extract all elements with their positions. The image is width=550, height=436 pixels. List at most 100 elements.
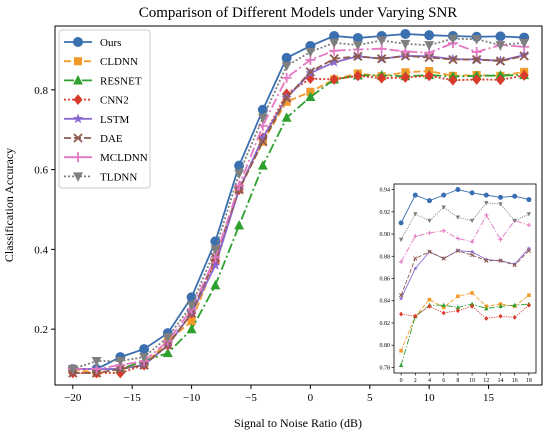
inset-series-ours <box>398 187 532 226</box>
inset-y-axis: 0.78 0.80 0.82 0.84 0.86 0.88 0.90 0.92 0.94 <box>380 188 394 371</box>
y-tick-label: 0.6 <box>34 165 48 177</box>
legend-marker <box>73 172 83 182</box>
inset-data-point <box>427 297 432 302</box>
x-axis: −20 −15 −10 −5 0 5 10 15 <box>64 385 495 404</box>
inset-data-point <box>455 215 461 220</box>
inset-data-point <box>469 218 475 224</box>
inset-x-tick-label: 0 <box>400 378 403 384</box>
inset-x-tick-label: 8 <box>456 378 459 384</box>
data-point <box>257 113 268 124</box>
series-line-mcldnn <box>72 42 525 370</box>
series-line-resnet <box>72 74 525 370</box>
data-point <box>67 364 78 375</box>
inset-series-cnn2 <box>399 302 531 321</box>
inset-data-point <box>498 258 503 263</box>
data-point <box>448 54 458 65</box>
x-tick-label: 5 <box>367 392 373 404</box>
x-tick-label: −15 <box>124 392 142 404</box>
inset-data-point <box>427 218 432 224</box>
data-point <box>162 333 173 343</box>
data-point <box>471 54 482 65</box>
data-point <box>234 220 245 230</box>
inset-data-point <box>526 222 532 228</box>
data-point <box>115 357 126 367</box>
data-point <box>495 56 506 66</box>
inset-data-point <box>441 302 446 307</box>
inset-data-point <box>455 248 461 253</box>
inset-data-point <box>455 308 460 314</box>
inset-data-point <box>399 311 404 317</box>
data-point <box>305 67 316 77</box>
inset-data-point <box>398 296 404 301</box>
main-series-layer <box>67 28 530 379</box>
x-tick-label: 0 <box>308 392 314 404</box>
plot-area <box>54 25 543 386</box>
inset-data-point <box>469 252 475 258</box>
data-point <box>495 74 505 86</box>
inset-data-point <box>512 302 517 307</box>
inset-series-line-ours <box>400 189 530 224</box>
inset-data-point <box>413 256 418 261</box>
data-point <box>424 30 435 41</box>
inset-data-point <box>526 212 532 217</box>
data-point <box>424 41 435 51</box>
data-point <box>471 46 482 57</box>
data-point <box>210 259 221 270</box>
inset-data-point <box>441 256 446 261</box>
legend-item-cldnn: CLDNN <box>64 56 138 68</box>
series-line-dae <box>72 55 525 374</box>
inset-data-point <box>483 192 489 198</box>
legend-label: TLDNN <box>100 171 137 183</box>
inset-data-point <box>413 313 418 319</box>
data-point <box>400 39 411 50</box>
legend-label: LSTM <box>100 114 130 126</box>
inset-data-point <box>512 193 518 199</box>
data-point <box>281 72 292 83</box>
inset-data-point <box>398 220 404 226</box>
data-point <box>329 54 339 64</box>
legend-label: CLDNN <box>100 56 138 68</box>
inset-data-point <box>498 313 503 319</box>
data-point <box>519 49 530 60</box>
y-tick-label: 0.8 <box>34 85 48 97</box>
x-tick-label: −5 <box>245 392 257 404</box>
inset-x-tick-label: 6 <box>442 378 445 384</box>
legend-label: Ours <box>100 37 121 49</box>
inset-series-tldnn <box>398 201 532 242</box>
inset-x-tick-label: 14 <box>498 378 504 384</box>
data-point <box>352 41 363 51</box>
inset-data-point <box>484 306 489 311</box>
legend-marker <box>73 152 83 163</box>
legend-label: CNN2 <box>100 95 129 107</box>
inset-series-line-resnet <box>400 303 529 366</box>
inset-data-point <box>484 201 489 206</box>
x-tick-label: −10 <box>183 392 201 404</box>
inset-data-point <box>441 305 446 310</box>
inset-data-point <box>413 266 418 271</box>
legend-marker <box>73 75 83 85</box>
inset-data-point <box>455 187 461 193</box>
inset-data-point <box>470 291 474 295</box>
data-point <box>91 357 102 367</box>
inset-data-point <box>399 348 403 353</box>
data-point <box>210 245 221 255</box>
inset-data-point <box>456 294 460 299</box>
data-point <box>257 132 268 143</box>
legend-item-lstm: LSTM <box>64 113 130 126</box>
data-point <box>400 28 411 39</box>
inset-data-point <box>455 305 461 310</box>
data-point <box>234 169 245 179</box>
x-axis-label: Signal to Noise Ratio (dB) <box>234 416 362 430</box>
inset-chart: 0 2 4 6 8 10 12 14 16 18 0.78 0.80 0.82 0.84 0.86 0.88… <box>380 183 537 384</box>
inset-data-point <box>498 237 503 242</box>
inset-data-point <box>484 258 489 263</box>
inset-series-layer <box>398 187 532 368</box>
data-point <box>447 34 458 45</box>
inset-y-tick-label: 0.86 <box>380 277 391 283</box>
inset-data-point <box>398 259 404 265</box>
data-point <box>400 72 410 83</box>
legend-label: DAE <box>100 133 123 145</box>
inset-y-tick-label: 0.92 <box>380 210 391 216</box>
chart-title: Comparison of Different Models under Var… <box>139 5 458 21</box>
x-tick-label: −20 <box>64 392 82 404</box>
